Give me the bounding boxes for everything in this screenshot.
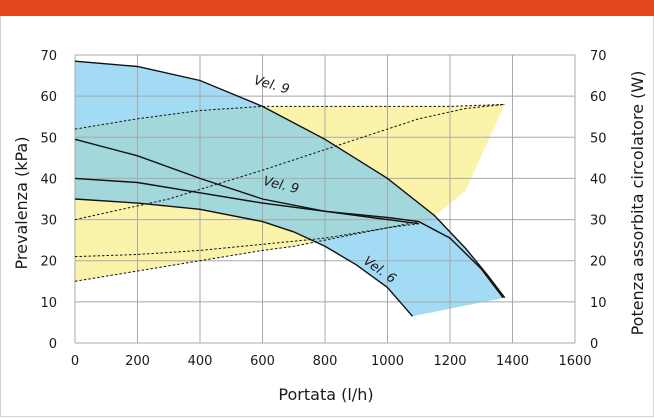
x-tick-label: 1400 — [496, 354, 529, 369]
y-tick-label: 50 — [40, 131, 57, 146]
head-range-area — [75, 61, 505, 317]
power-curve-4 — [74, 223, 419, 282]
x-axis-title: Portata (l/h) — [278, 385, 373, 404]
y2-tick-label: 50 — [590, 131, 607, 146]
head-curve-1 — [74, 60, 506, 299]
tick-layer: 0 200 400 600 800 1000 1200 1400 160001020304050… — [40, 49, 606, 369]
x-tick-label: 1600 — [558, 354, 591, 369]
y2-tick-label: 60 — [590, 90, 607, 105]
power-curve-2 — [74, 103, 505, 221]
fill-layer — [75, 61, 505, 317]
head-curve-2 — [74, 138, 504, 299]
y-tick-label: 10 — [40, 296, 57, 311]
x-tick-label: 400 — [188, 354, 213, 369]
accent-bar — [0, 0, 654, 16]
x-tick-label: 200 — [125, 354, 150, 369]
x-tick-label: 1000 — [371, 354, 404, 369]
y2-tick-label: 30 — [590, 214, 607, 229]
y2-tick-label: 70 — [590, 49, 607, 64]
y-tick-label: 70 — [40, 49, 57, 64]
y-tick-label: 40 — [40, 172, 57, 187]
y-axis-title: Prevalenza (kPa) — [12, 137, 31, 270]
x-tick-label: 600 — [250, 354, 275, 369]
y2-tick-label: 0 — [590, 337, 598, 352]
x-tick-label: 0 — [71, 354, 79, 369]
y2-axis-title: Potenza assorbita circolatore (W) — [628, 71, 647, 336]
y-tick-label: 0 — [49, 337, 57, 352]
x-tick-label: 800 — [313, 354, 338, 369]
y-tick-label: 30 — [40, 214, 57, 229]
head-curve-4 — [74, 198, 414, 317]
grid-layer — [74, 54, 576, 344]
y-tick-label: 20 — [40, 255, 57, 270]
power-curve-1 — [74, 103, 505, 130]
y2-tick-label: 10 — [590, 296, 607, 311]
y2-tick-label: 20 — [590, 255, 607, 270]
curve-layer — [74, 60, 506, 317]
curve-label-1: Vel. 9 — [252, 73, 291, 97]
x-tick-label: 1200 — [433, 354, 466, 369]
y-tick-label: 60 — [40, 90, 57, 105]
head-curve-3 — [74, 177, 419, 225]
y2-tick-label: 40 — [590, 172, 607, 187]
